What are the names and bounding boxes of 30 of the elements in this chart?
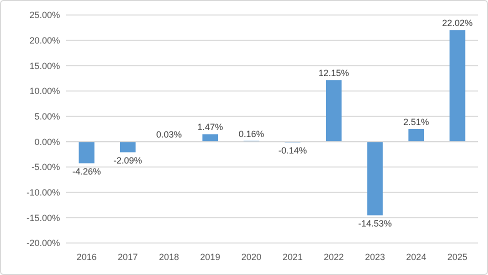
data-label: -2.09%	[114, 155, 142, 166]
x-tick-label: 2022	[324, 252, 344, 262]
y-tick-label: 25.00%	[29, 10, 60, 20]
x-tick-label: 2024	[406, 252, 426, 262]
data-label: -0.14%	[278, 145, 307, 156]
y-tick-label: -5.00%	[31, 162, 60, 172]
y-tick-label: 10.00%	[29, 86, 60, 96]
y-tick-label: -10.00%	[26, 187, 60, 198]
data-label: 1.47%	[197, 122, 223, 132]
x-tick-label: 2017	[118, 252, 138, 262]
y-tick-label: -15.00%	[26, 212, 60, 223]
x-tick-label: 2019	[200, 252, 220, 262]
x-tick-label: 2016	[76, 252, 97, 262]
x-tick-label: 2021	[282, 252, 303, 262]
y-tick-label: 20.00%	[29, 35, 60, 46]
data-label: 12.15%	[318, 68, 350, 78]
x-tick-label: 2023	[364, 252, 386, 262]
data-label: 0.16%	[238, 128, 264, 139]
y-tick-label: 5.00%	[34, 111, 60, 122]
y-tick-label: -20.00%	[26, 238, 60, 248]
x-tick-label: 2020	[241, 252, 262, 262]
x-tick-label: 2025	[447, 252, 468, 262]
data-label: -14.53%	[358, 218, 392, 228]
data-label: 22.02%	[442, 18, 473, 28]
data-label: -4.26%	[72, 166, 101, 176]
data-label: 0.03%	[156, 130, 182, 140]
x-tick-label: 2018	[158, 252, 180, 262]
y-tick-label: 15.00%	[29, 60, 60, 71]
y-tick-label: 0.00%	[34, 136, 60, 147]
data-label: 2.51%	[403, 116, 429, 127]
